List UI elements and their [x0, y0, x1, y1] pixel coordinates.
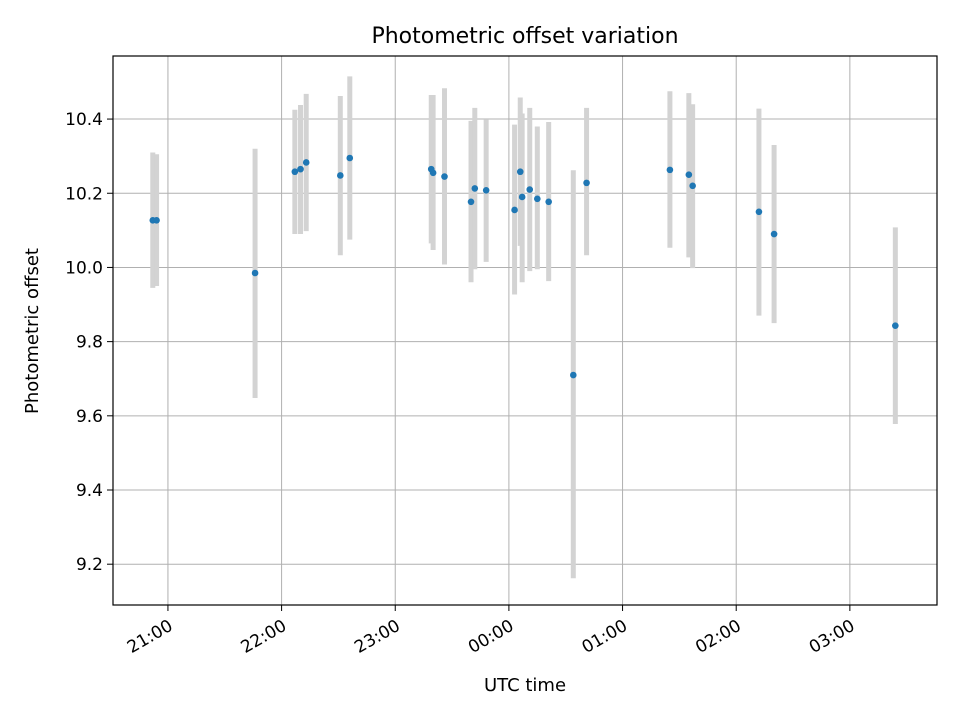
y-tick-label: 9.4	[76, 481, 103, 501]
data-point	[685, 171, 693, 179]
data-point	[471, 185, 479, 192]
y-tick-label: 9.2	[76, 555, 103, 575]
data-points	[149, 154, 899, 379]
y-axis-label: Photometric offset	[22, 248, 43, 414]
x-tick-label: 03:00	[806, 616, 858, 658]
data-point	[570, 371, 577, 379]
x-tick-label: 21:00	[124, 616, 176, 658]
data-point	[467, 198, 475, 206]
x-tick-label: 00:00	[465, 616, 517, 658]
data-point	[482, 186, 490, 194]
x-tick-label: 22:00	[238, 616, 290, 658]
data-point	[516, 168, 524, 176]
data-point	[583, 179, 590, 187]
y-tick-label: 10.2	[65, 184, 103, 204]
axis-ticks: 21:00 22:00 23:00 00:00 01:00 02:00 03:00 9.2 9.…	[65, 110, 858, 658]
data-point	[441, 173, 448, 180]
x-tick-label: 02:00	[692, 616, 744, 658]
data-point	[337, 172, 344, 179]
data-point	[511, 206, 518, 214]
error-bars	[150, 76, 898, 579]
y-tick-label: 10.0	[65, 258, 103, 278]
data-point	[892, 322, 899, 329]
grid	[113, 56, 937, 605]
x-axis-label: UTC time	[484, 675, 566, 696]
data-point	[291, 168, 299, 176]
x-tick-label: 01:00	[579, 616, 631, 658]
data-point	[689, 182, 696, 190]
data-point	[666, 166, 674, 174]
chart-title: Photometric offset variation	[371, 24, 678, 49]
y-tick-label: 9.6	[76, 407, 103, 427]
data-point	[755, 208, 763, 216]
data-point	[545, 198, 552, 206]
data-point	[251, 269, 259, 277]
data-point	[526, 186, 534, 193]
plot-frame	[112, 55, 938, 606]
data-point	[302, 159, 310, 166]
data-point	[534, 195, 541, 203]
data-point	[346, 154, 354, 162]
data-point	[770, 230, 778, 238]
y-tick-label: 9.8	[76, 333, 103, 353]
y-tick-label: 10.4	[65, 110, 103, 130]
data-point	[153, 217, 160, 224]
data-point	[429, 169, 437, 177]
data-point	[297, 165, 304, 173]
x-tick-label: 23:00	[351, 616, 403, 658]
data-point	[518, 193, 526, 201]
